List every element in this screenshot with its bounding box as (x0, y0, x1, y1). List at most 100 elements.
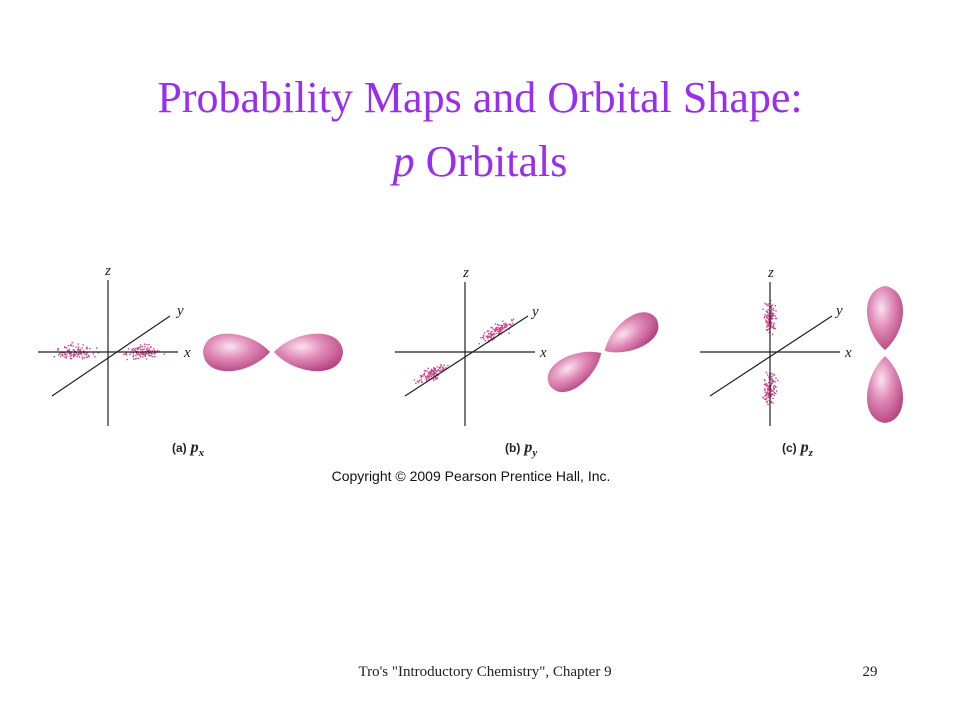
density-dot (62, 355, 64, 357)
density-dot (151, 352, 153, 355)
density-dot (133, 348, 136, 351)
density-dot (767, 396, 769, 399)
density-dot (66, 355, 68, 357)
density-dot (771, 375, 773, 377)
density-dot (770, 306, 772, 308)
axis-label: x (844, 345, 852, 361)
density-dot (81, 358, 84, 360)
density-dot (71, 341, 73, 344)
density-dot (490, 326, 493, 329)
density-dot (73, 355, 76, 357)
density-dot (490, 330, 493, 333)
density-dot (69, 353, 71, 356)
density-dot (767, 303, 769, 305)
density-dot (502, 320, 504, 323)
density-dot (488, 333, 490, 335)
density-dot (156, 349, 159, 352)
density-dot (486, 337, 489, 339)
density-dot (762, 308, 764, 311)
density-dot (775, 377, 777, 379)
density-dot (765, 328, 768, 331)
density-dot (766, 317, 769, 319)
density-dot (499, 326, 502, 329)
density-dot (125, 352, 127, 355)
density-dot (436, 366, 438, 368)
density-dot (425, 379, 428, 381)
density-dot (435, 378, 438, 380)
density-dot (764, 302, 766, 305)
density-dot (425, 377, 428, 380)
density-dot (768, 376, 770, 378)
density-dot (500, 324, 503, 327)
density-dot (775, 317, 778, 320)
density-dot (774, 315, 777, 317)
density-dot (64, 353, 66, 356)
density-dot (424, 375, 427, 378)
density-dot (765, 303, 768, 306)
density-dot (434, 372, 437, 374)
density-dot (153, 349, 156, 352)
density-dot (772, 387, 775, 390)
density-dot (495, 332, 498, 335)
density-dot (84, 353, 86, 355)
density-dot (64, 356, 66, 358)
density-dot (132, 347, 135, 350)
density-dot (437, 370, 439, 372)
density-dot (81, 347, 83, 349)
density-dot (420, 374, 422, 377)
density-dot (494, 323, 497, 325)
axis-label: y (530, 304, 539, 320)
density-dot (135, 354, 137, 357)
density-dot (141, 348, 143, 351)
density-dot (70, 352, 72, 355)
caption-orbital: p (522, 439, 532, 456)
density-dot (65, 346, 68, 349)
density-dot (430, 376, 433, 378)
density-dot (416, 380, 419, 383)
density-dot (148, 343, 150, 346)
density-dot (144, 345, 146, 348)
density-dot (766, 374, 769, 376)
density-dot (771, 372, 773, 375)
density-dot (770, 307, 773, 309)
density-dot (424, 370, 427, 372)
density-dot (504, 324, 506, 326)
density-dot (133, 358, 135, 361)
density-dot (59, 355, 62, 357)
density-dot (762, 396, 764, 399)
density-dot (510, 324, 512, 326)
density-dot (767, 304, 769, 307)
title-italic: p (390, 137, 415, 186)
density-dot (429, 375, 431, 377)
density-dot (426, 370, 428, 372)
density-dot (770, 382, 773, 385)
density-dot (482, 336, 484, 339)
density-dot (432, 374, 434, 376)
density-dot (147, 349, 150, 352)
caption-orbital: p (799, 439, 809, 456)
density-dot (483, 332, 486, 334)
density-dot (489, 335, 491, 337)
density-dot (765, 310, 768, 313)
density-dot (94, 355, 96, 358)
density-dot (139, 355, 142, 357)
density-dot (500, 330, 502, 333)
density-dot (765, 371, 767, 374)
axis (51, 315, 171, 397)
density-dot (770, 325, 773, 327)
density-dot (773, 309, 775, 312)
density-dot (432, 379, 435, 382)
density-dot (66, 349, 69, 352)
caption-subscript: x (198, 447, 205, 459)
density-dot (77, 346, 80, 348)
density-dot (78, 356, 81, 358)
density-dot (767, 328, 769, 331)
density-dot (148, 348, 150, 350)
density-dot (767, 388, 769, 391)
density-dot (767, 395, 770, 397)
density-dot (151, 355, 154, 358)
caption-letter: (a) (172, 441, 187, 455)
density-dot (135, 357, 137, 360)
density-dot (496, 328, 499, 331)
